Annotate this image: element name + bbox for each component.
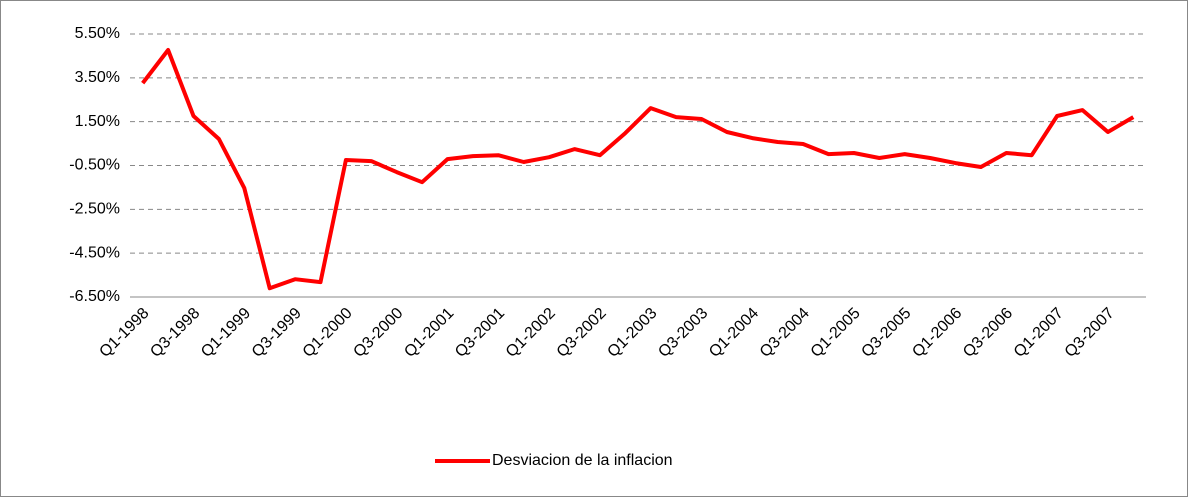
y-tick-label: -2.50% [69,201,120,218]
y-tick-label: -0.50% [69,157,120,174]
y-tick-label: 5.50% [75,25,120,42]
y-tick-label: 1.50% [75,113,120,130]
y-tick-label: 3.50% [75,69,120,86]
y-tick-label: -4.50% [69,244,120,261]
data-line [141,48,1135,291]
legend-label: Desviacion de la inflacion [492,452,673,469]
y-tick-label: -6.50% [69,288,120,305]
